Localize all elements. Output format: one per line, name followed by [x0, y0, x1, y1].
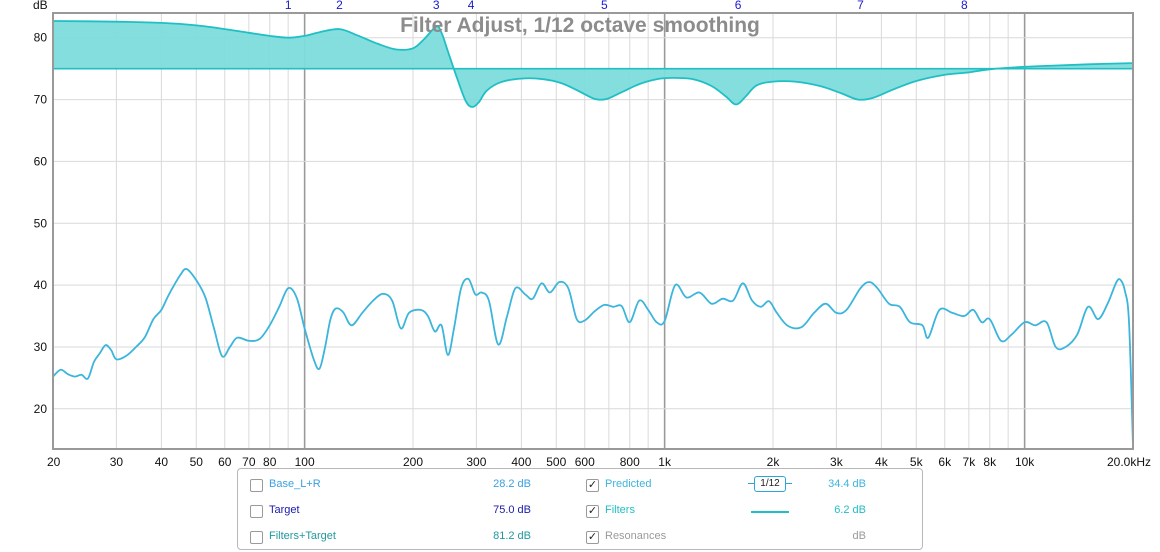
predicted-checkbox[interactable]: ✓	[586, 479, 599, 492]
y-tick-label: 40	[34, 278, 48, 292]
y-tick-label: 20	[34, 402, 48, 416]
x-tick-label: 40	[155, 455, 169, 466]
filter-marker-label: 5	[601, 0, 608, 12]
x-tick-label: 5k	[910, 455, 924, 466]
x-tick-label: 50	[190, 455, 204, 466]
x-tick-label: 7k	[963, 455, 977, 466]
filter-marker-label: 3	[433, 0, 440, 12]
x-tick-label: 800	[620, 455, 640, 466]
plot-frame	[52, 12, 1134, 450]
filter-marker-label: 7	[857, 0, 864, 12]
tick-labels: 20 30 40 50 60 70 80 20 30 40 50 60 70 80 100 200 300 400…	[34, 31, 1151, 466]
y-tick-label: 60	[34, 154, 48, 168]
x-tick-label: 300	[466, 455, 486, 466]
x-tick-label: 4k	[875, 455, 889, 466]
smoothing-button[interactable]: 1/12	[748, 475, 792, 493]
filter-markers: 1 2 3 4 5 6 7 8	[285, 0, 968, 12]
x-tick-label: 1k	[658, 455, 672, 466]
x-tick-label: 80	[263, 455, 277, 466]
x-tick-label: 20	[47, 455, 61, 466]
x-tick-label: 2k	[767, 455, 781, 466]
filters-area	[53, 21, 1133, 108]
filters-target-checkbox[interactable]	[250, 531, 263, 544]
y-axis-label: dB	[33, 0, 48, 12]
filter-marker-label: 1	[285, 0, 292, 12]
chart-title: Filter Adjust, 1/12 octave smoothing	[400, 14, 760, 37]
legend-row: Target 75.0 dB ✓ Filters 6.2 dB	[238, 500, 922, 522]
resonances-checkbox[interactable]: ✓	[586, 531, 599, 544]
base-label: Base_L+R	[269, 478, 321, 490]
legend-row: Base_L+R 28.2 dB ✓ Predicted 1/12 34.4 d…	[238, 474, 922, 496]
x-tick-label: 200	[403, 455, 423, 466]
legend-panel: Base_L+R 28.2 dB ✓ Predicted 1/12 34.4 d…	[237, 468, 923, 550]
base-value: 28.2 dB	[493, 478, 531, 490]
filters-line	[52, 20, 1134, 108]
target-checkbox[interactable]	[250, 505, 263, 518]
x-tick-label: 3k	[830, 455, 844, 466]
filter-marker-label: 2	[336, 0, 343, 12]
y-tick-label: 30	[34, 340, 48, 354]
x-tick-label: 70	[242, 455, 256, 466]
resonances-label: Resonances	[605, 530, 667, 542]
target-label: Target	[269, 504, 300, 516]
x-tick-label: 6k	[938, 455, 952, 466]
legend-row: Filters+Target 81.2 dB ✓ Resonances dB	[238, 526, 922, 548]
grid	[52, 13, 1134, 449]
smoothing-line-left	[748, 483, 754, 484]
resonances-value: dB	[852, 530, 866, 542]
base-checkbox[interactable]	[250, 479, 263, 492]
x-tick-label: 8k	[983, 455, 997, 466]
x-tick-label: 100	[295, 455, 315, 466]
frequency-response-chart: 20 30 40 50 60 70 80 20 30 40 50 60 70 80 100 200 300 400…	[33, 0, 1151, 466]
filters-swatch	[751, 511, 789, 513]
predicted-line	[52, 268, 1134, 446]
x-tick-label: 20.0kHz	[1107, 455, 1151, 466]
filters-checkbox[interactable]: ✓	[586, 505, 599, 518]
filter-marker-label: 6	[735, 0, 742, 12]
predicted-label: Predicted	[605, 478, 652, 490]
filters-value: 6.2 dB	[834, 504, 866, 516]
x-tick-label: 60	[218, 455, 232, 466]
y-tick-label: 50	[34, 216, 48, 230]
x-tick-label: 400	[511, 455, 531, 466]
filters-target-value: 81.2 dB	[493, 530, 531, 542]
filters-fill	[53, 21, 1133, 108]
target-value: 75.0 dB	[493, 504, 531, 516]
x-tick-label: 30	[110, 455, 124, 466]
x-tick-label: 600	[575, 455, 595, 466]
y-tick-label: 70	[34, 93, 48, 107]
x-tick-label: 500	[546, 455, 566, 466]
predicted-value: 34.4 dB	[828, 478, 866, 490]
smoothing-line-right	[786, 483, 792, 484]
filters-target-label: Filters+Target	[269, 530, 336, 542]
x-tick-label: 10k	[1015, 455, 1035, 466]
filter-marker-label: 8	[961, 0, 968, 12]
filter-marker-label: 4	[468, 0, 475, 12]
filters-label: Filters	[605, 504, 635, 516]
y-tick-label: 80	[34, 31, 48, 45]
lines	[52, 20, 1134, 446]
smoothing-value: 1/12	[754, 476, 786, 492]
